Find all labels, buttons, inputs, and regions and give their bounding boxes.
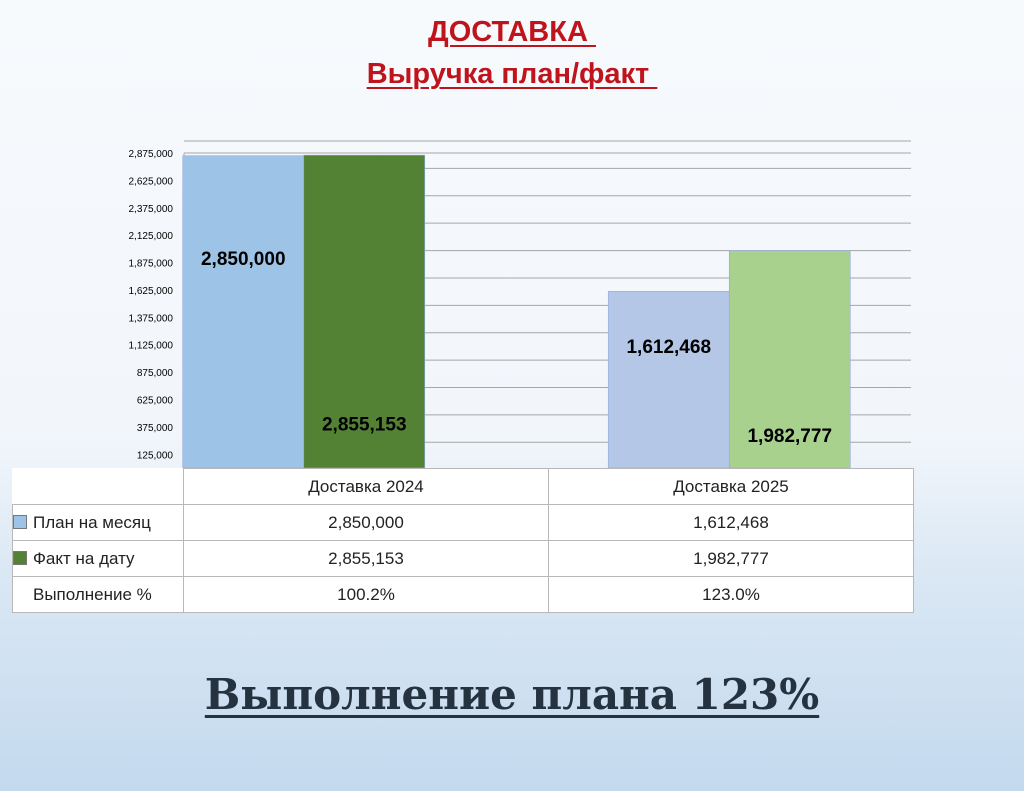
y-tick-label: 625,000 [137, 396, 174, 407]
y-tick-label: 125,000 [137, 450, 174, 461]
bar [303, 154, 426, 469]
row-label: Факт на дату [33, 548, 135, 568]
bar [607, 291, 730, 469]
data-label: 2,850,000 [201, 249, 286, 270]
data-label: 1,982,777 [747, 426, 832, 447]
legend-swatch-fact [13, 550, 27, 565]
table-row-header: Выполнение % [12, 576, 184, 613]
table-row-header: Факт на дату [12, 540, 184, 577]
summary-banner: Выполнение плана 123% [204, 670, 820, 719]
data-label: 2,855,153 [322, 414, 407, 435]
data-labels: 2,850,000 2,855,153 1,612,468 1,982,777 [201, 249, 832, 447]
y-tick-label: 2,125,000 [129, 231, 174, 242]
y-tick-label: 1,875,000 [129, 259, 174, 270]
slide-subtitle: Выручка план/факт [366, 58, 658, 90]
table-row: Выполнение % 100.2% 123.0% [12, 576, 914, 613]
table-row: План на месяц 2,850,000 1,612,468 [12, 504, 914, 541]
bar-chart: 125,000 375,000 625,000 875,000 1,125,000 1,3… [129, 140, 911, 469]
table-header-cell: Доставка 2025 [548, 468, 914, 505]
table-cell: 123.0% [548, 576, 914, 613]
data-table: Доставка 2024 Доставка 2025 План на меся… [12, 468, 914, 613]
table-header-cell: Доставка 2024 [183, 468, 549, 505]
table-row: Факт на дату 2,855,153 1,982,777 [12, 540, 914, 577]
y-tick-label: 2,375,000 [129, 204, 174, 215]
table-cell: 2,850,000 [183, 504, 549, 541]
data-label: 1,612,468 [626, 337, 711, 358]
y-tick-label: 1,125,000 [129, 341, 174, 352]
y-tick-label: 1,375,000 [129, 313, 174, 324]
bars [182, 154, 851, 469]
table-row-header: План на месяц [12, 504, 184, 541]
y-tick-label: 2,625,000 [129, 176, 174, 187]
table-cell: 2,855,153 [183, 540, 549, 577]
table-cell: 1,982,777 [548, 540, 914, 577]
table-corner [12, 468, 184, 505]
y-tick-label: 875,000 [137, 368, 174, 379]
bar [182, 155, 305, 469]
slide-title: ДОСТАВКА [428, 16, 596, 48]
y-tick-label: 2,875,000 [129, 149, 174, 160]
legend-swatch-plan [13, 514, 27, 529]
table-cell: 1,612,468 [548, 504, 914, 541]
y-axis-ticks: 125,000 375,000 625,000 875,000 1,125,000 1,3… [129, 149, 174, 461]
table-cell: 100.2% [183, 576, 549, 613]
bar [728, 250, 851, 469]
row-label: План на месяц [33, 512, 151, 532]
y-tick-label: 1,625,000 [129, 286, 174, 297]
row-label: Выполнение % [33, 584, 152, 604]
table-header-row: Доставка 2024 Доставка 2025 [12, 468, 914, 505]
y-tick-label: 375,000 [137, 423, 174, 434]
